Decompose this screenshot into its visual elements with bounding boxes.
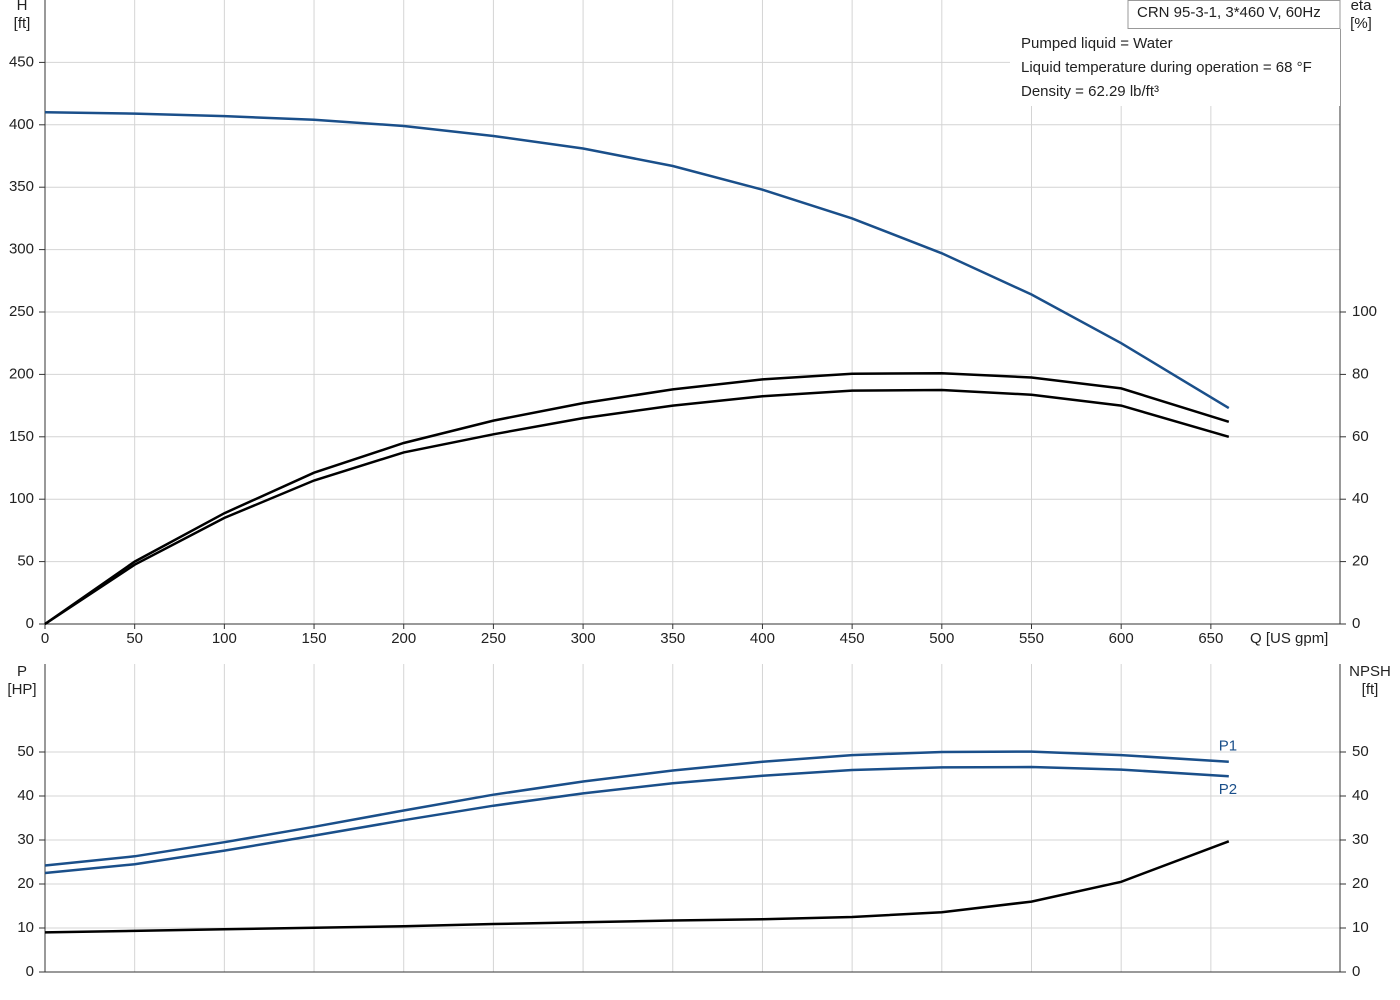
- y-tick-label: 300: [9, 241, 34, 258]
- x-tick-label: 350: [660, 630, 685, 647]
- y2-tick-label: 80: [1352, 365, 1369, 382]
- x-tick-label: 200: [391, 630, 416, 647]
- x-tick-label: 50: [126, 630, 143, 647]
- x-tick-label: 0: [41, 630, 49, 647]
- y-tick-label: 0: [26, 615, 34, 632]
- overlay-layer: CRN 95-3-1, 3*460 V, 60Hz Pumped liquid =…: [1010, 0, 1341, 106]
- y2-tick-label: 0: [1352, 963, 1360, 980]
- y-tick-label: 150: [9, 428, 34, 445]
- y2-tick-label: 10: [1352, 919, 1369, 936]
- series-label: P1: [1219, 738, 1237, 755]
- y-tick-label: 450: [9, 53, 34, 70]
- x-tick-label: 600: [1109, 630, 1134, 647]
- y-tick-label: 30: [17, 831, 34, 848]
- y-tick-label: 350: [9, 178, 34, 195]
- x-tick-label: 150: [302, 630, 327, 647]
- y2-tick-label: 100: [1352, 303, 1377, 320]
- y-axis-label: H: [17, 0, 28, 14]
- series-line: [44, 750, 1229, 867]
- marks-layer: P1 P2: [44, 111, 1237, 934]
- x-tick-label: 100: [212, 630, 237, 647]
- y-tick-label: 0: [26, 963, 34, 980]
- annotation: Liquid temperature during operation = 68…: [1021, 59, 1312, 76]
- annotation: Density = 62.29 lb/ft³: [1021, 83, 1159, 100]
- y-tick-label: 50: [17, 743, 34, 760]
- series-line: [44, 111, 1230, 410]
- grid-layer: 0 50 100 150 200 250 300 350 400 450 500 550 600 6500…: [7, 0, 1391, 980]
- x-tick-label: 250: [481, 630, 506, 647]
- y2-tick-label: 20: [1352, 553, 1369, 570]
- x-tick-label: 650: [1198, 630, 1223, 647]
- y-tick-label: 20: [17, 875, 34, 892]
- x-tick-label: 300: [571, 630, 596, 647]
- series-line: [44, 840, 1230, 934]
- y2-tick-label: 20: [1352, 875, 1369, 892]
- x-tick-label: 450: [840, 630, 865, 647]
- x-axis-label: Q [US gpm]: [1250, 630, 1328, 647]
- y2-tick-label: 30: [1352, 831, 1369, 848]
- x-tick-label: 500: [929, 630, 954, 647]
- y2-axis-unit: [%]: [1350, 15, 1372, 32]
- y-tick-label: 100: [9, 490, 34, 507]
- y2-tick-label: 0: [1352, 615, 1360, 632]
- series-line: [44, 765, 1229, 875]
- y-axis-label: P: [17, 663, 27, 680]
- series-line: [44, 371, 1230, 626]
- y-tick-label: 400: [9, 116, 34, 133]
- y2-tick-label: 40: [1352, 787, 1369, 804]
- y-tick-label: 40: [17, 787, 34, 804]
- y2-tick-label: 40: [1352, 490, 1369, 507]
- x-tick-label: 400: [750, 630, 775, 647]
- series-line: [44, 388, 1230, 626]
- annotation: Pumped liquid = Water: [1021, 35, 1173, 52]
- y2-tick-label: 50: [1352, 743, 1369, 760]
- y2-axis-unit: [ft]: [1362, 681, 1379, 698]
- y-tick-label: 250: [9, 303, 34, 320]
- y2-axis-label: NPSH: [1349, 663, 1391, 680]
- title-box: [1127, 0, 1341, 29]
- y-tick-label: 50: [17, 553, 34, 570]
- y-tick-label: 200: [9, 365, 34, 382]
- y-axis-unit: [ft]: [14, 15, 31, 32]
- x-tick-label: 550: [1019, 630, 1044, 647]
- y-axis-unit: [HP]: [7, 681, 36, 698]
- y2-axis-label: eta: [1351, 0, 1373, 14]
- chart-title: CRN 95-3-1, 3*460 V, 60Hz: [1137, 4, 1321, 21]
- y-tick-label: 10: [17, 919, 34, 936]
- series-label: P2: [1219, 781, 1237, 798]
- y2-tick-label: 60: [1352, 428, 1369, 445]
